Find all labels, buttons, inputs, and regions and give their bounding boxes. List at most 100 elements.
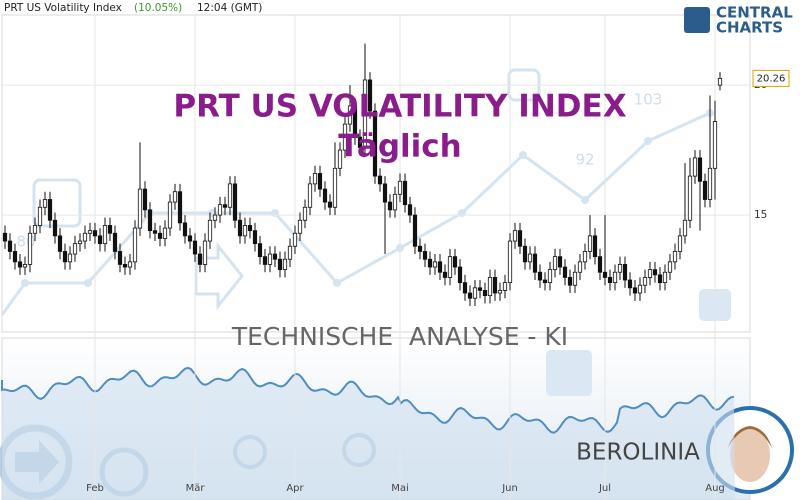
x-tick-label: Jun — [501, 483, 518, 494]
candle-body — [57, 235, 63, 252]
candle-body — [422, 251, 428, 260]
candle-body — [262, 256, 268, 265]
icon — [546, 350, 592, 396]
candle-body — [447, 256, 453, 278]
candle-body — [87, 230, 93, 234]
candle-body — [117, 251, 123, 265]
candle-body — [177, 191, 183, 224]
candle-body — [497, 290, 503, 294]
candle-body — [32, 225, 38, 234]
candle-body — [687, 175, 693, 221]
candle-body — [107, 225, 113, 234]
candle-body — [22, 264, 28, 268]
candle-body — [412, 214, 418, 247]
candle-body — [547, 269, 553, 284]
candle-body — [347, 105, 353, 125]
candle-body — [342, 123, 348, 151]
candle-body — [232, 183, 238, 221]
candle-body — [572, 271, 578, 286]
candle-body — [2, 232, 8, 242]
candle-body — [657, 274, 663, 284]
candle-body — [392, 193, 398, 211]
watermark-dot — [84, 279, 92, 287]
candle-body — [507, 240, 513, 284]
candle-body — [212, 214, 218, 221]
candle-body — [312, 173, 318, 185]
candle-body — [252, 230, 258, 245]
candle-body — [187, 235, 193, 242]
arrow-icon — [194, 241, 244, 311]
x-tick-label: Mär — [186, 483, 206, 494]
candle-body — [602, 271, 608, 278]
watermark-dot — [644, 137, 652, 145]
candle-body — [172, 191, 178, 203]
candle-body — [217, 204, 223, 216]
change: (10.05%) — [134, 2, 182, 14]
candle-body — [442, 271, 448, 278]
candle-body — [532, 253, 538, 273]
logo-text: CENTRAL — [716, 4, 793, 22]
candle-body — [542, 279, 548, 284]
watermark-dot — [581, 196, 589, 204]
candle-body — [47, 199, 53, 221]
candle-body — [437, 261, 443, 273]
candle-body — [307, 183, 313, 208]
candle-body — [597, 256, 603, 273]
candle-body — [477, 287, 483, 291]
candle-body — [427, 258, 433, 268]
candle-body — [292, 232, 298, 247]
candle-body — [122, 264, 128, 268]
candle-body — [102, 225, 108, 245]
candle-body — [662, 271, 668, 284]
candle-body — [202, 240, 208, 265]
watermark-dot — [333, 279, 341, 287]
candle-body — [337, 149, 343, 169]
watermark-dot — [271, 209, 279, 217]
candle-body — [227, 183, 233, 208]
candle-body — [52, 219, 58, 237]
candle-body — [622, 264, 628, 281]
x-tick-label: Mai — [391, 483, 409, 494]
header: PRT US Volatility Index — [4, 2, 122, 14]
indicator-decoration — [1, 366, 735, 500]
candle-body — [77, 240, 83, 245]
candle-body — [627, 279, 633, 289]
candle-body — [537, 271, 543, 281]
candle-body — [577, 261, 583, 273]
candle-body — [647, 269, 653, 278]
candle-body — [42, 199, 48, 208]
watermark-label: 103 — [634, 91, 663, 109]
candle-body — [277, 258, 283, 271]
candle-body — [517, 230, 523, 247]
candle-body — [297, 219, 303, 234]
candle-body — [62, 251, 68, 263]
candle-body — [267, 253, 273, 265]
candle-body — [612, 271, 618, 284]
candle-body — [387, 201, 393, 211]
candle-body — [17, 261, 23, 268]
candle-body — [682, 219, 688, 237]
logo-text: CHARTS — [716, 19, 783, 37]
candle-body — [487, 277, 493, 297]
candle-body — [632, 287, 638, 294]
candle-body — [697, 157, 703, 182]
candle-body — [512, 230, 518, 242]
candle-body — [557, 256, 563, 268]
candle-body — [492, 277, 498, 294]
watermark-dot — [21, 279, 29, 287]
candle-body — [67, 253, 73, 263]
candle-body — [692, 157, 698, 177]
candle-body — [152, 230, 158, 234]
price-tag-label: 20.26 — [757, 73, 786, 84]
brand: BEROLINIA — [576, 440, 700, 466]
candle-body — [372, 110, 378, 177]
candle-body — [357, 136, 363, 148]
candle-body — [97, 235, 103, 245]
candle-body — [327, 201, 333, 208]
candle-body — [207, 219, 213, 242]
candle-body — [192, 240, 198, 255]
candle-body — [322, 188, 328, 203]
candle-body — [167, 201, 173, 229]
candle-body — [82, 232, 88, 242]
indicator-line — [1, 366, 735, 434]
